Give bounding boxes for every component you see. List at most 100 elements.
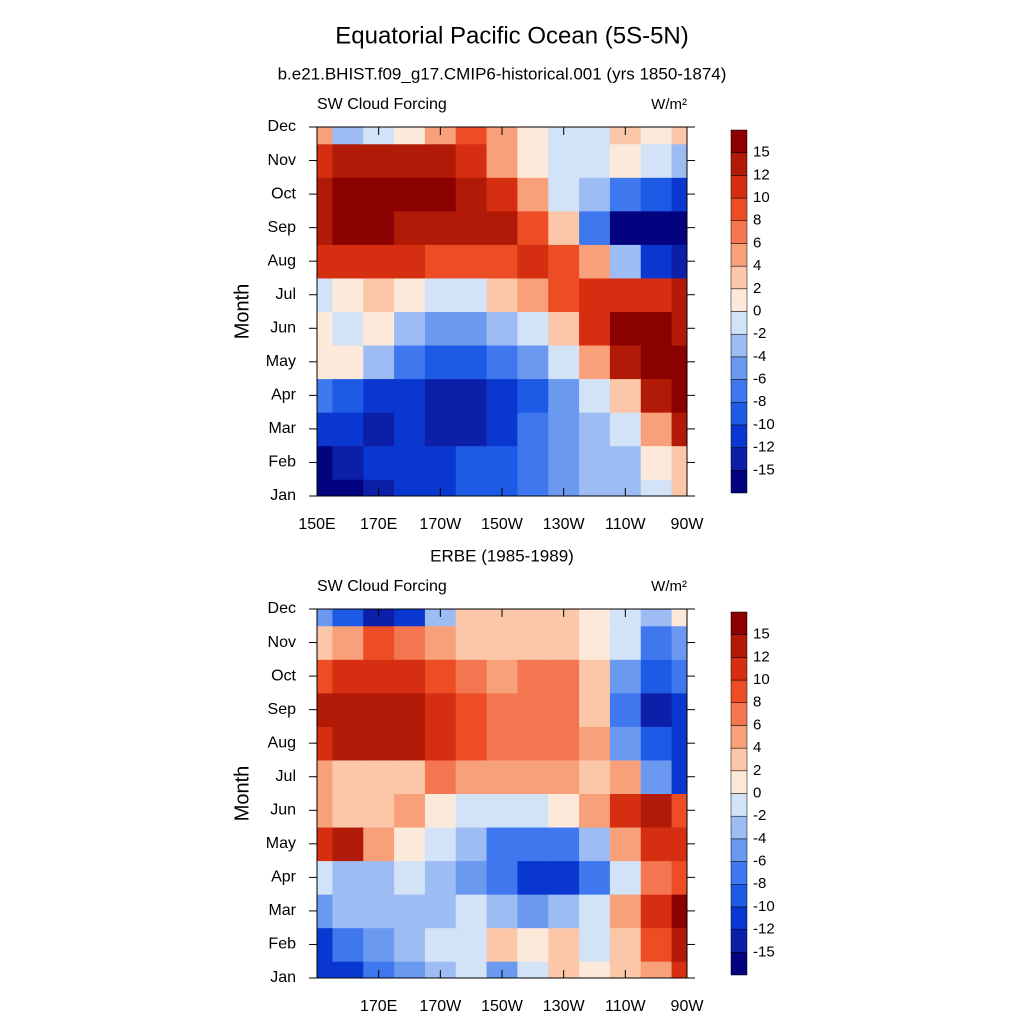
cell — [486, 726, 518, 761]
cell — [394, 311, 426, 346]
cell — [640, 127, 673, 145]
cell — [455, 210, 488, 245]
cell — [332, 609, 364, 627]
cell — [671, 244, 687, 279]
cell — [579, 378, 611, 413]
y-tick-label: Jun — [270, 801, 296, 818]
colorbar-box — [730, 679, 748, 703]
cell — [317, 609, 333, 627]
cell — [317, 726, 333, 761]
cell — [548, 659, 580, 694]
cell — [548, 210, 580, 245]
cell — [332, 927, 364, 962]
cell — [640, 277, 673, 312]
cell — [609, 311, 642, 346]
cell — [609, 445, 642, 480]
cell — [332, 345, 364, 380]
colorbar-box — [730, 333, 748, 358]
cell — [455, 894, 488, 929]
cell — [394, 445, 426, 480]
cell — [486, 412, 518, 447]
cell — [455, 177, 488, 212]
cell — [517, 609, 549, 627]
cell — [363, 277, 395, 312]
cell — [579, 210, 611, 245]
cell — [317, 927, 333, 962]
colorbar-label: 0 — [753, 302, 761, 319]
cell — [363, 311, 395, 346]
cell — [579, 143, 611, 178]
cell — [486, 177, 518, 212]
cell — [486, 277, 518, 312]
cell — [486, 143, 518, 178]
cell — [424, 345, 457, 380]
cell — [671, 894, 687, 929]
colorbar-label: 8 — [753, 694, 761, 711]
y-tick-label: Sep — [268, 219, 297, 236]
cell — [424, 479, 457, 496]
cell — [486, 378, 518, 413]
colorbar-label: 12 — [753, 166, 770, 183]
colorbar-label: -6 — [753, 853, 766, 870]
cell — [640, 659, 673, 694]
cell — [332, 277, 364, 312]
cell — [517, 412, 549, 447]
cell — [332, 894, 364, 929]
cell — [609, 479, 642, 496]
cell — [486, 210, 518, 245]
cell — [548, 277, 580, 312]
colorbar-label: 6 — [753, 716, 761, 733]
cell — [332, 311, 364, 346]
cell — [455, 793, 488, 828]
cell — [671, 479, 687, 496]
cell — [548, 927, 580, 962]
cell — [609, 793, 642, 828]
cell — [579, 827, 611, 862]
cell — [671, 277, 687, 312]
y-tick-label: May — [266, 353, 296, 370]
colorbar-box — [730, 906, 748, 930]
cell — [486, 659, 518, 694]
cell — [671, 609, 687, 627]
cell — [394, 860, 426, 895]
cell — [671, 177, 687, 212]
cell — [363, 894, 395, 929]
cell — [317, 625, 333, 660]
cell — [671, 143, 687, 178]
subtitle: b.e21.BHIST.f09_g17.CMIP6-historical.001… — [278, 64, 727, 83]
cell — [517, 759, 549, 794]
cell — [486, 479, 518, 496]
panel-label: SW Cloud Forcing — [317, 96, 447, 113]
cell — [671, 793, 687, 828]
cell — [455, 412, 488, 447]
cell — [486, 244, 518, 279]
cell — [424, 277, 457, 312]
colorbar-box — [730, 702, 748, 726]
cell — [640, 793, 673, 828]
cell — [609, 759, 642, 794]
y-tick-label: Oct — [271, 185, 296, 202]
subtitle: ERBE (1985-1989) — [430, 546, 574, 565]
x-tick-label: 170E — [360, 516, 397, 533]
cell — [579, 759, 611, 794]
cell — [579, 479, 611, 496]
chart-title: Equatorial Pacific Ocean (5S-5N) — [335, 22, 688, 49]
y-axis-label: Month — [231, 766, 253, 822]
cell — [609, 625, 642, 660]
cell — [579, 894, 611, 929]
colorbar-box — [730, 175, 748, 199]
colorbar-box — [730, 747, 748, 772]
colorbar-label: -15 — [753, 461, 775, 478]
cell — [317, 827, 333, 862]
colorbar-box — [730, 838, 748, 862]
cell — [640, 860, 673, 895]
cell — [332, 726, 364, 761]
y-tick-label: Dec — [268, 118, 296, 135]
cell — [640, 759, 673, 794]
panel-label: SW Cloud Forcing — [317, 578, 447, 595]
cell — [548, 177, 580, 212]
colorbar-box — [730, 356, 748, 380]
cell — [548, 244, 580, 279]
cell — [671, 759, 687, 794]
cell — [517, 692, 549, 727]
